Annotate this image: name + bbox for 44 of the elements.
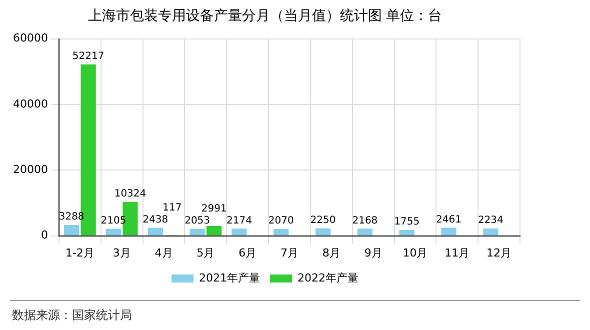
data-label: 2991: [201, 203, 227, 214]
data-label: 2174: [226, 215, 252, 226]
data-label: 2461: [436, 214, 462, 226]
y-tick-label: 20000: [12, 162, 48, 176]
x-tick-label: 4月: [154, 246, 173, 260]
data-label: 2234: [478, 215, 504, 226]
y-tick-label: 60000: [12, 32, 48, 45]
bar: [190, 229, 205, 236]
data-label: 117: [162, 202, 182, 214]
legend-label: 2021年产量: [199, 271, 260, 284]
data-label: 2438: [142, 214, 168, 226]
data-label: 2168: [352, 215, 378, 226]
data-label: 2053: [184, 216, 210, 227]
bar: [274, 229, 289, 236]
x-tick-label: 6月: [238, 246, 257, 260]
y-tick-label: 40000: [12, 97, 48, 110]
y-tick-label: 0: [40, 228, 48, 242]
data-label: 1755: [394, 216, 420, 228]
x-tick-label: 1-2月: [65, 246, 94, 260]
bar: [106, 228, 122, 236]
x-tick-label: 10月: [402, 246, 428, 260]
data-label: 2070: [268, 216, 294, 227]
legend-label: 2022年产量: [298, 271, 358, 284]
chart-title: 上海市包装专用设备产量分月（当月值）统计图 单位：台: [88, 8, 442, 24]
data-label: 2250: [310, 215, 336, 226]
bar: [357, 228, 372, 236]
source-note: 数据来源：国家统计局: [12, 308, 132, 322]
bar: [64, 225, 80, 236]
data-label: 52217: [72, 50, 104, 62]
bar: [483, 228, 498, 236]
x-tick-label: 5月: [196, 246, 215, 260]
x-tick-label: 11月: [444, 246, 470, 260]
bar: [315, 228, 331, 236]
bar: [399, 230, 414, 236]
bar: [148, 228, 163, 236]
x-tick-label: 7月: [280, 246, 298, 260]
x-tick-label: 3月: [112, 246, 131, 260]
x-tick-label: 12月: [486, 246, 512, 260]
bar: [441, 228, 456, 236]
data-label: 10324: [114, 188, 146, 200]
x-tick-label: 9月: [364, 246, 382, 260]
bar: [232, 228, 247, 236]
x-tick-label: 8月: [322, 246, 340, 260]
bar: [206, 226, 222, 236]
